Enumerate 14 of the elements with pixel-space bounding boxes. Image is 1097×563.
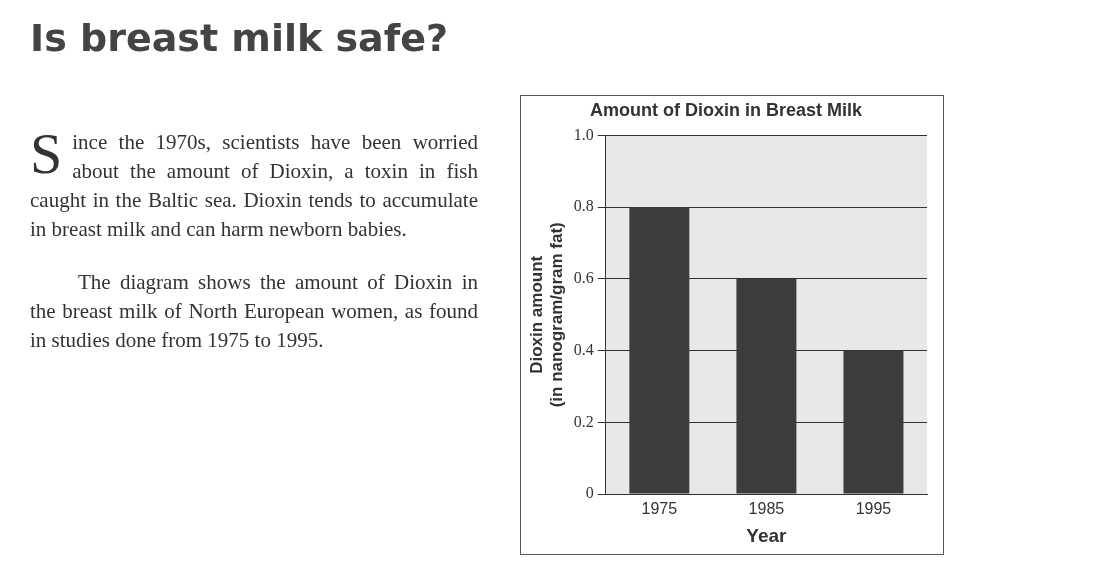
y-tick-label: 0 [585,484,594,502]
text: The diagram shows the amount of Dioxin in the breast milk of North European women, as found in studies done from 1975 to 1995. [30,269,478,354]
y-tick-label: 1.0 [573,125,594,143]
x-tick-label: 1995 [855,500,892,518]
chart-title: Amount of Dioxin in Breast Milk [589,99,863,120]
text: Is breast milk safe? [30,16,449,60]
y-tick-label: 0.6 [573,269,594,287]
x-tick-label: 1975 [641,500,678,518]
x-tick-label: 1985 [748,500,785,518]
y-tick-label: 0.8 [573,197,594,215]
y-tick-label: 0.2 [573,412,594,430]
y-axis-title: Dioxin amount (in nanogram/gram fat) [526,222,567,408]
y-tick-label: 0.4 [573,340,594,358]
x-axis-title: Year [746,524,788,546]
